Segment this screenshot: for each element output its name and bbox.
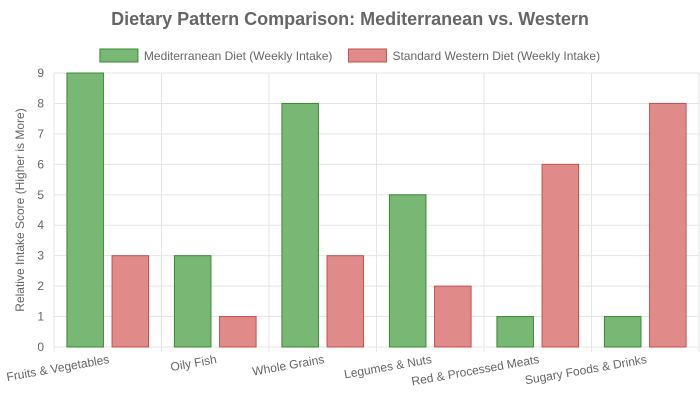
x-tick-label: Whole Grains <box>251 352 325 378</box>
y-tick-label: 0 <box>37 340 44 354</box>
legend-item[interactable]: Mediterranean Diet (Weekly Intake) <box>99 48 333 63</box>
bar <box>388 194 427 348</box>
y-tick-label: 4 <box>37 218 44 232</box>
y-tick-label: 9 <box>37 66 44 80</box>
y-tick-label: 7 <box>37 127 44 141</box>
legend-label: Mediterranean Diet (Weekly Intake) <box>144 49 333 63</box>
x-tick-label: Sugary Foods & Drinks <box>524 352 648 387</box>
bar <box>219 316 257 348</box>
bar <box>496 316 534 348</box>
bar <box>66 72 104 348</box>
legend-swatch <box>99 48 139 63</box>
legend-item[interactable]: Standard Western Diet (Weekly Intake) <box>347 48 600 63</box>
bars <box>66 72 687 348</box>
grid <box>53 72 700 352</box>
bar <box>541 163 580 348</box>
bar <box>173 255 212 348</box>
legend-swatch <box>347 48 387 63</box>
y-tick-label: 5 <box>37 188 44 202</box>
chart-title: Dietary Pattern Comparison: Mediterranea… <box>111 9 589 29</box>
bar <box>434 285 472 348</box>
y-axis-label: Relative Intake Score (Higher is More) <box>13 108 27 311</box>
y-tick-label: 2 <box>37 279 44 293</box>
legend-label: Standard Western Diet (Weekly Intake) <box>392 49 600 63</box>
y-tick-label: 3 <box>37 249 44 263</box>
bar <box>649 102 687 348</box>
y-tick-label: 8 <box>37 96 44 110</box>
x-tick-label: Oily Fish <box>169 352 217 374</box>
bar <box>111 255 150 348</box>
bar <box>603 316 642 348</box>
y-tick-label: 1 <box>37 310 44 324</box>
bar <box>326 255 365 348</box>
bar <box>281 102 319 348</box>
x-tick-label: Fruits & Vegetables <box>5 352 110 384</box>
legend[interactable]: Mediterranean Diet (Weekly Intake) Standa… <box>99 48 600 63</box>
y-tick-label: 6 <box>37 157 44 171</box>
